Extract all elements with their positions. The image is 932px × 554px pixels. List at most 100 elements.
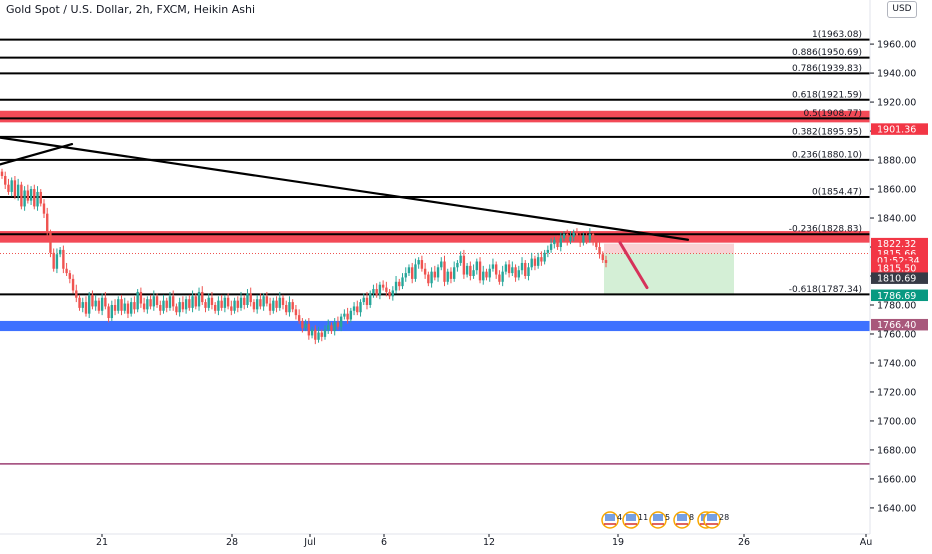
candle-body (36, 191, 39, 207)
short-position-tool[interactable] (604, 243, 734, 296)
candle-body (411, 267, 414, 279)
price-badge-label: 1786.69 (877, 291, 916, 302)
zone-red-resistance-mid (0, 231, 870, 243)
event-flag[interactable]: 8 (673, 511, 694, 529)
price-tick-label: 1640.00 (877, 503, 916, 514)
candle-body (255, 299, 259, 310)
candle-body (423, 268, 427, 275)
candle-body (578, 238, 582, 243)
candle-body (375, 289, 378, 295)
price-badge (871, 289, 928, 302)
candle-body (559, 238, 562, 248)
candle-body (339, 316, 343, 327)
candle-body (336, 322, 340, 327)
candle-body (133, 302, 136, 310)
projection-arrow-line[interactable] (618, 241, 649, 290)
candle-body (39, 191, 42, 204)
candle-body (175, 306, 178, 313)
candle-body (81, 302, 84, 308)
candle-body (262, 296, 265, 307)
candle-body (288, 302, 291, 313)
candle-body (323, 329, 327, 337)
candle-body (104, 297, 107, 307)
event-flag[interactable]: 28 (703, 511, 729, 529)
time-axis[interactable]: 21 28 Jul 6 12 19 26 Au (0, 533, 872, 548)
candle-body (381, 284, 385, 288)
candle-body (530, 258, 533, 268)
time-tick-label: 21 (96, 537, 108, 548)
candle-body (498, 274, 501, 282)
candle-body (65, 268, 68, 274)
candle-body (204, 302, 207, 308)
candle-body (46, 213, 49, 233)
candle-body (585, 235, 588, 240)
price-badge (871, 123, 928, 135)
candle-body (462, 255, 466, 275)
candle-body (391, 290, 395, 297)
candle-body (272, 300, 275, 311)
candle-body (436, 267, 440, 278)
candle-body (356, 306, 359, 313)
currency-button[interactable]: USD (887, 1, 917, 18)
candle-body (427, 274, 430, 284)
trendline[interactable] (0, 143, 74, 166)
event-flag[interactable]: 4 (601, 511, 622, 529)
us-flag-icon (653, 514, 663, 521)
price-badge (871, 272, 928, 284)
candle-body (33, 189, 36, 207)
candle-body (553, 239, 556, 245)
trendlines-layer[interactable] (0, 136, 690, 290)
candle-body (16, 184, 20, 197)
candle-body (430, 271, 433, 284)
price-tick-label: 1700.00 (877, 416, 916, 427)
candle-body (52, 252, 55, 269)
candle-body (149, 299, 152, 307)
event-flag[interactable]: 5 (649, 511, 670, 529)
candle-body (598, 247, 601, 255)
price-tick-label: 1760.00 (877, 329, 916, 340)
candle-body (314, 329, 317, 340)
candle-body (7, 184, 10, 192)
candle-body (171, 296, 175, 307)
price-tick-label: 1680.00 (877, 445, 916, 456)
candle-body (226, 297, 230, 307)
candle-body (591, 233, 595, 242)
event-flag[interactable]: 11 (622, 511, 648, 529)
candle-body (501, 271, 504, 282)
candle-body (259, 299, 262, 307)
candle-body (407, 267, 411, 274)
short-stop-zone[interactable] (604, 243, 734, 254)
candle-body (491, 264, 495, 269)
candle-body (404, 273, 407, 278)
fib-label: -0.618(1787.34) (789, 285, 862, 295)
us-flag-icon (707, 514, 717, 521)
candle-body (220, 300, 223, 308)
candle-body (120, 299, 123, 311)
price-badge-label: 1901.36 (877, 125, 916, 136)
candle-body (446, 271, 449, 282)
candle-body (268, 303, 272, 311)
candle-body (136, 291, 139, 310)
economic-events[interactable]: 41158528 (601, 511, 729, 529)
candle-body (536, 257, 540, 266)
candle-body (165, 300, 168, 308)
time-tick-label: 12 (483, 537, 495, 548)
candle-body (243, 297, 246, 305)
candle-body (162, 300, 165, 311)
price-badge (871, 247, 928, 260)
price-tick-label: 1920.00 (877, 98, 916, 109)
candle-body (452, 267, 456, 279)
candle-body (440, 261, 443, 268)
candle-body (543, 252, 546, 262)
candle-body (524, 262, 527, 276)
fib-label: -0.236(1828.83) (789, 225, 862, 235)
candle-body (352, 306, 356, 311)
trendline[interactable] (0, 136, 690, 241)
candle-body (443, 261, 446, 282)
price-tick-label: 1880.00 (877, 156, 916, 167)
candle-body (482, 271, 485, 281)
candle-body (210, 297, 214, 305)
short-target-zone[interactable] (604, 253, 734, 296)
